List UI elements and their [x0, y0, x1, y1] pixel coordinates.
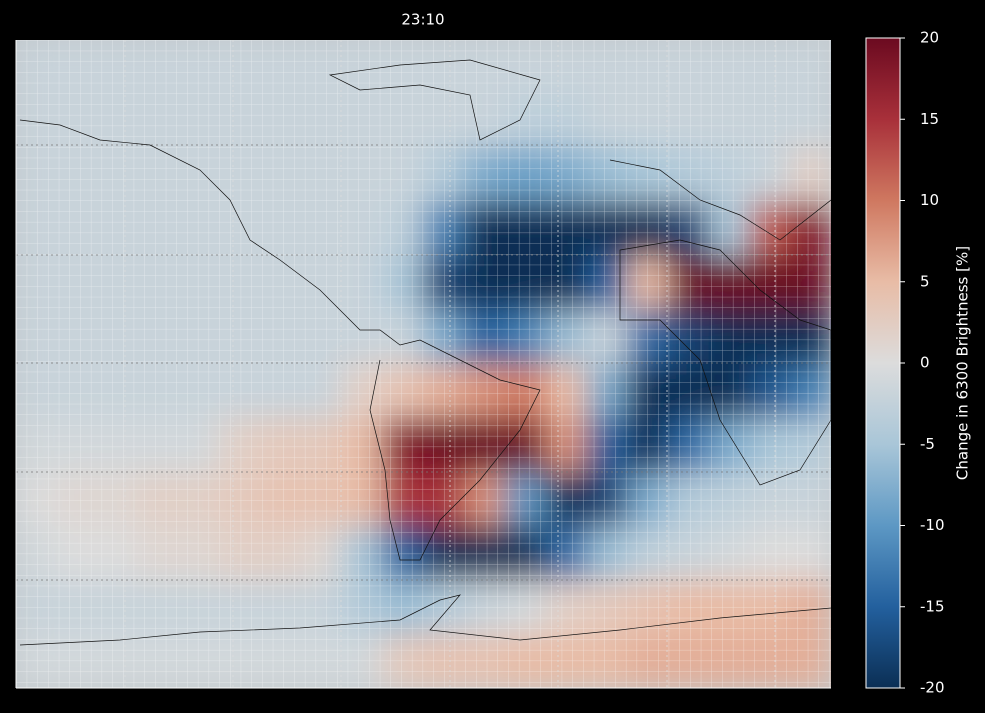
colorbar-tick-label: 10 [920, 191, 939, 209]
graticule [16, 40, 831, 688]
colorbar-tick-label: -10 [920, 516, 945, 534]
colorbar-tick-label: -15 [920, 597, 945, 615]
colorbar-tick-label: -20 [920, 679, 945, 697]
colorbar-tick-label: -5 [920, 435, 935, 453]
colorbar-tick-label: 20 [920, 29, 939, 47]
coastlines [19, 59, 831, 646]
colorbar-tick-label: 5 [920, 272, 930, 290]
colorbar-tick-label: 0 [920, 354, 930, 372]
colorbar-tick-label: 15 [920, 110, 939, 128]
colorbar [865, 37, 901, 689]
map-mesh [16, 40, 831, 688]
map-title: 23:10 [401, 11, 444, 29]
colorbar-label: Change in 6300 Brightness [%] [954, 246, 972, 480]
